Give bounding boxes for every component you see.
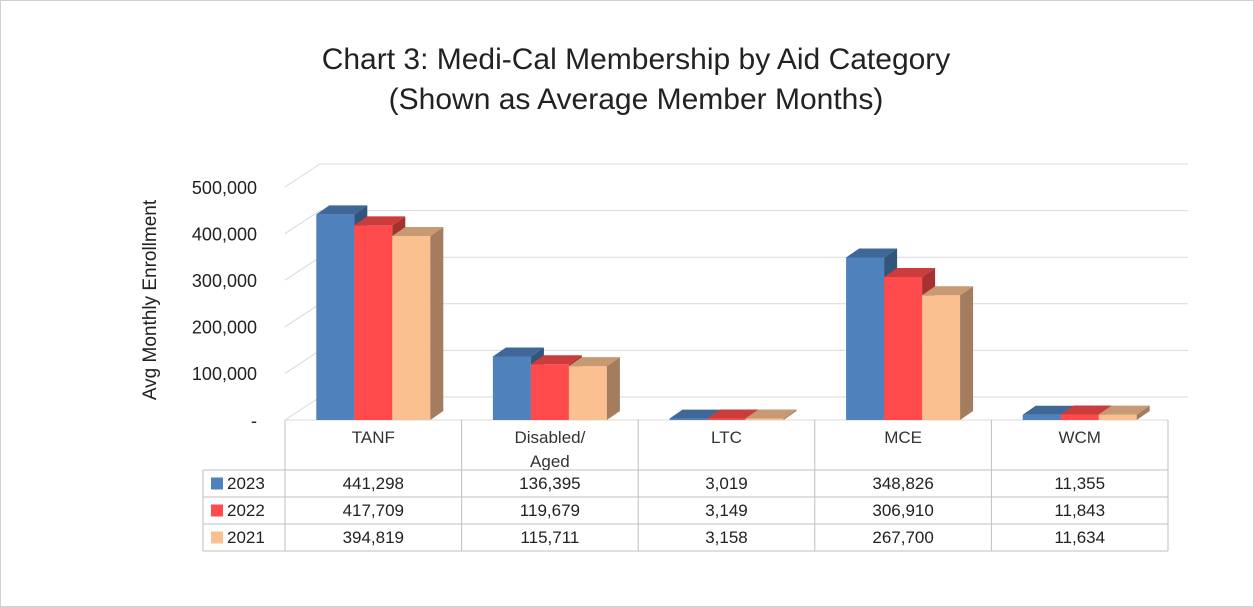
x-tick-label: WCM	[1058, 428, 1101, 447]
bar-top	[530, 355, 582, 365]
bar	[392, 227, 444, 420]
bar-front	[354, 225, 393, 420]
bar-top	[354, 216, 406, 226]
bar	[745, 409, 797, 420]
bar	[568, 357, 620, 420]
x-tick-label: TANF	[351, 428, 395, 447]
table-value: 267,700	[872, 528, 933, 547]
table-value: 394,819	[343, 528, 404, 547]
bar-top	[492, 347, 544, 357]
bar-top	[884, 267, 936, 277]
x-tick-label-box: MCE	[884, 428, 922, 447]
grid-line-side	[284, 349, 321, 374]
bar	[1098, 405, 1150, 420]
bar-top	[1098, 405, 1150, 415]
legend-label: 2021	[227, 528, 265, 547]
y-tick-label: 300,000	[192, 271, 257, 291]
bar-side	[960, 286, 974, 420]
table-value: 348,826	[872, 474, 933, 493]
bar-front	[745, 418, 784, 420]
y-tick-label: 400,000	[192, 224, 257, 244]
bar-front	[568, 366, 607, 420]
bar-top	[707, 409, 759, 419]
table-value: 441,298	[343, 474, 404, 493]
bar-top	[846, 248, 898, 258]
bar-front	[1060, 414, 1099, 420]
bar-side	[606, 357, 620, 420]
bar-front	[922, 295, 961, 420]
grid-line-side	[284, 163, 321, 188]
chart-subtitle: (Shown as Average Member Months)	[389, 83, 884, 116]
table-value: 11,355	[1054, 474, 1105, 493]
bar-top	[392, 227, 444, 237]
bar-top	[316, 205, 368, 215]
grid-line-side	[284, 210, 321, 235]
legend-label: 2023	[227, 474, 265, 493]
chart-title: Chart 3: Medi-Cal Membership by Aid Cate…	[322, 43, 951, 76]
bar	[922, 286, 974, 420]
bar-front	[392, 236, 431, 420]
legend-swatch	[211, 504, 223, 517]
table-value: 3,019	[705, 474, 748, 493]
x-tick-label: LTC	[711, 428, 742, 447]
bar-top	[922, 286, 974, 296]
bar-front	[1022, 414, 1061, 420]
x-tick-label-box: Disabled/ Aged	[514, 428, 586, 470]
bar-front	[846, 257, 885, 420]
legend-swatch	[211, 531, 223, 544]
bar-side	[1136, 405, 1150, 420]
table-value: 11,843	[1054, 501, 1105, 520]
bar-front	[316, 214, 355, 420]
grid-line-side	[284, 303, 321, 328]
y-tick-label: 500,000	[192, 178, 257, 198]
table-value: 119,679	[520, 501, 580, 520]
grid-line-side	[284, 396, 321, 421]
legend-swatch	[211, 477, 223, 490]
grid-line-side	[284, 256, 321, 281]
x-tick-label: MCE	[884, 428, 922, 447]
bar-top	[745, 409, 797, 419]
table-value: 136,395	[519, 474, 580, 493]
x-tick-label-box: WCM	[1058, 428, 1101, 447]
bar-front	[884, 276, 923, 420]
bar-side	[430, 227, 444, 420]
table-value: 417,709	[343, 501, 404, 520]
bar-side	[783, 409, 797, 420]
x-tick-label: Disabled/ Aged	[514, 428, 586, 470]
table-value: 3,149	[705, 501, 748, 520]
y-tick-label: -	[251, 411, 257, 431]
bar-front	[530, 364, 569, 420]
bar-top	[669, 409, 721, 419]
table-value: 3,158	[705, 528, 748, 547]
bar-front	[707, 418, 746, 420]
table-value: 115,711	[520, 528, 579, 547]
bar-top	[1060, 405, 1112, 415]
bar-top	[568, 357, 620, 367]
bar-front	[669, 418, 708, 420]
bar-front	[1098, 414, 1137, 420]
bar-front	[492, 356, 531, 420]
x-tick-label-box: TANF	[351, 428, 395, 447]
table-value: 11,634	[1054, 528, 1105, 547]
bar-top	[1022, 405, 1074, 415]
table-value: 306,910	[872, 501, 933, 520]
y-tick-label: 200,000	[192, 318, 257, 338]
y-tick-label: 100,000	[192, 364, 257, 384]
y-axis-label: Avg Monthly Enrollment	[140, 199, 161, 400]
x-tick-label-box: LTC	[711, 428, 742, 447]
legend-label: 2022	[227, 501, 265, 520]
